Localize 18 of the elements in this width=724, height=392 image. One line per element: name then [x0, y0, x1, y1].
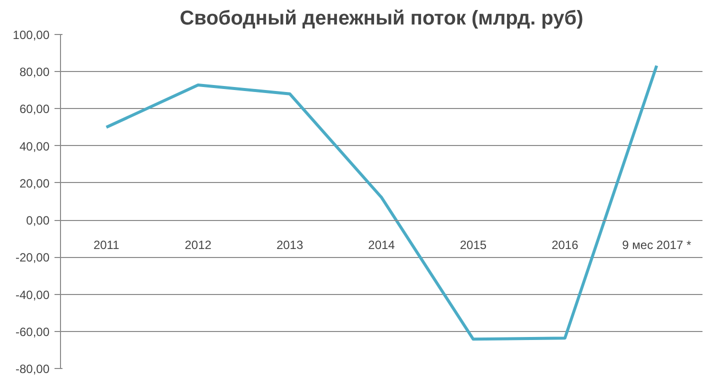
x-tick-label: 2014 [368, 238, 396, 252]
chart-title: Свободный денежный поток (млрд. руб) [180, 8, 584, 30]
x-tick-label: 9 мес 2017 * [622, 238, 692, 252]
y-tick-label: -60,00 [15, 324, 50, 339]
x-tick-label: 2012 [184, 238, 212, 252]
y-tick-label: 20,00 [19, 176, 50, 190]
x-tick-label: 2016 [552, 238, 579, 252]
x-tick-label: 2013 [276, 238, 304, 252]
y-tick-label: 80,00 [19, 65, 50, 80]
x-tick-label: 2015 [460, 238, 487, 252]
y-tick-label: -40,00 [15, 288, 50, 302]
y-tick-label: 40,00 [19, 139, 50, 154]
y-tick-label: 0,00 [26, 214, 50, 228]
y-tick-label: 100,00 [12, 28, 50, 42]
y-tick-label: -80,00 [15, 362, 50, 376]
y-tick-label: 60,00 [19, 102, 50, 116]
y-tick-label: -20,00 [15, 250, 50, 265]
x-tick-label: 2011 [93, 238, 120, 252]
